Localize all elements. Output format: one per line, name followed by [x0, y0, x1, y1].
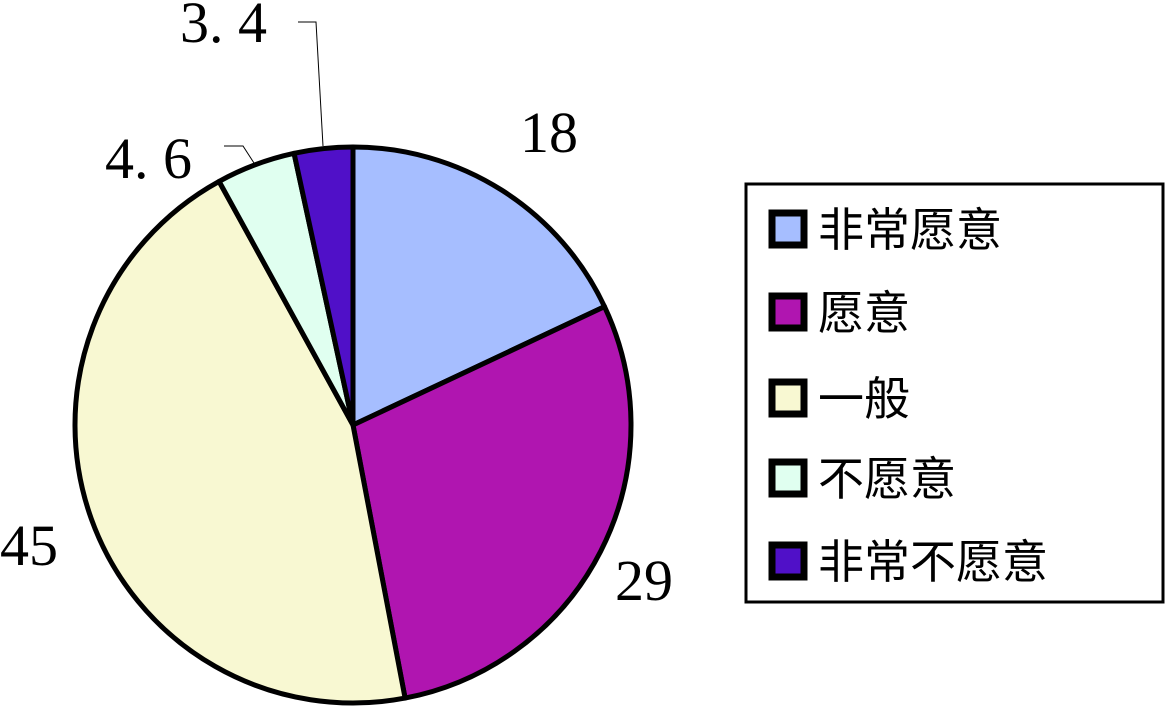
legend-label: 非常愿意 [818, 203, 1002, 257]
data-label: 45 [0, 513, 58, 578]
legend-swatch [768, 458, 808, 498]
leader-line [298, 21, 324, 147]
data-label: 3. 4 [180, 0, 267, 55]
data-label: 4. 6 [105, 126, 192, 191]
legend-item: 不愿意 [768, 452, 956, 506]
pie-slice-2 [350, 304, 634, 701]
legend-label: 一般 [818, 372, 910, 426]
legend-swatch [768, 292, 808, 332]
pie-slice-5 [291, 144, 356, 428]
pie-slice-1 [350, 144, 608, 428]
legend-item: 非常不愿意 [768, 535, 1048, 589]
legend-swatch [768, 209, 808, 249]
legend-box [744, 182, 1165, 604]
leader-line [224, 145, 255, 164]
legend-label: 不愿意 [818, 452, 956, 506]
legend-label: 愿意 [818, 286, 910, 340]
pie-slice-3 [72, 178, 408, 706]
data-label: 18 [520, 100, 578, 165]
data-label: 29 [615, 548, 673, 613]
legend-swatch [768, 541, 808, 581]
legend-swatch [768, 378, 808, 418]
legend-item: 一般 [768, 372, 910, 426]
legend-label: 非常不愿意 [818, 535, 1048, 589]
legend-item: 愿意 [768, 286, 910, 340]
legend-item: 非常愿意 [768, 203, 1002, 257]
